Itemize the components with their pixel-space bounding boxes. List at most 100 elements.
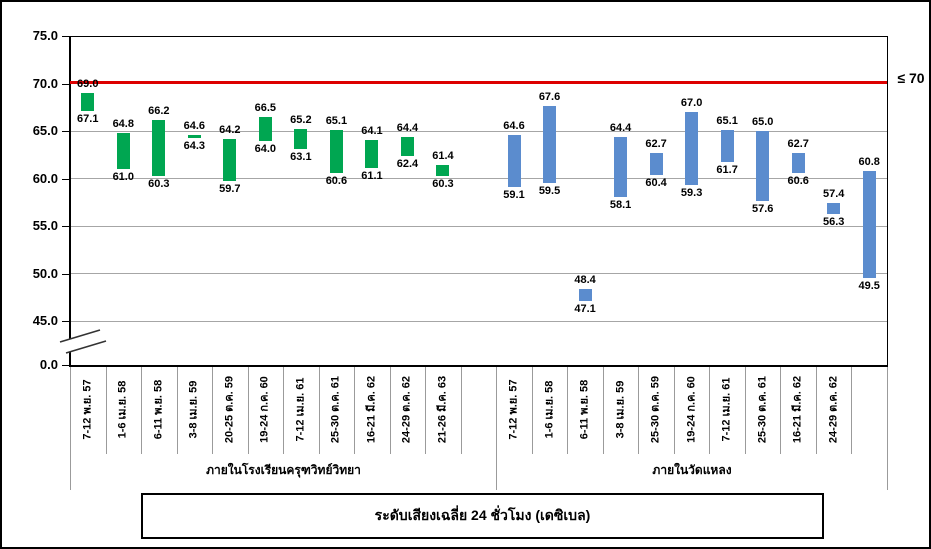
- x-axis-separator: [247, 367, 249, 454]
- bar-min-label: 59.3: [680, 187, 703, 200]
- group-separator: [496, 454, 498, 490]
- bar-max-label: 64.6: [183, 119, 206, 132]
- x-axis-date-label: 7-12 พ.ย. 57: [81, 379, 94, 440]
- plot-right-border: [887, 36, 888, 365]
- bar-min-label: 49.5: [858, 280, 880, 293]
- bar: [81, 93, 95, 112]
- x-axis-separator: [425, 367, 427, 454]
- x-axis-date-label: 3-8 เม.ย. 59: [187, 380, 200, 439]
- x-axis-separator: [212, 367, 214, 454]
- y-axis-tick: [62, 365, 70, 366]
- y-axis-label: 60.0: [32, 170, 58, 186]
- x-axis-separator: [354, 367, 356, 454]
- bar-max-label: 64.8: [112, 117, 134, 130]
- limit-threshold-label: ≤ 70: [897, 70, 925, 86]
- bar-max-label: 64.6: [503, 119, 525, 132]
- gridline: [70, 178, 887, 179]
- bar: [436, 165, 450, 176]
- bar-min-label: 60.6: [787, 174, 809, 187]
- y-axis-label: 65.0: [32, 123, 58, 138]
- chart-title: ระดับเสียงเฉลี่ย 24 ชั่วโมง (เดซิเบล): [374, 507, 591, 523]
- y-axis-tick: [62, 226, 70, 227]
- bar-max-label: 64.1: [361, 124, 383, 137]
- x-axis-separator: [780, 367, 782, 454]
- bar-max-label: 57.4: [822, 188, 845, 201]
- bar: [116, 132, 130, 169]
- bar-max-label: 61.4: [432, 150, 454, 163]
- bar-min-label: 64.0: [254, 142, 277, 155]
- bar-min-label: 59.5: [538, 185, 561, 198]
- bar: [578, 288, 592, 302]
- y-axis-tick: [62, 83, 70, 85]
- bar-max-label: 65.1: [716, 115, 738, 128]
- x-axis-separator: [389, 367, 391, 454]
- limit-line: [70, 80, 887, 84]
- bar-max-label: 62.7: [645, 137, 667, 150]
- bar-max-label: 65.2: [290, 114, 312, 127]
- bar: [649, 152, 663, 175]
- x-axis-date-label: 3-8 เม.ย. 59: [614, 380, 627, 439]
- x-axis-separator: [815, 367, 817, 454]
- y-axis-tick: [62, 321, 70, 322]
- x-axis-date-label: 25-30 ต.ค. 59: [649, 375, 662, 444]
- x-axis-date-label: 7-12 เม.ย. 61: [294, 377, 307, 442]
- bar-max-label: 66.2: [148, 104, 170, 117]
- bar: [791, 152, 805, 173]
- x-axis-date-label: 19-24 ก.ค. 60: [258, 376, 271, 443]
- x-axis-separator: [176, 367, 178, 454]
- bar-min-label: 62.4: [396, 157, 419, 170]
- x-axis-date-label: 6-11 พ.ย. 58: [578, 379, 591, 440]
- x-axis-separator: [283, 367, 285, 454]
- x-axis-separator: [851, 367, 853, 454]
- x-axis-date-label: 16-21 มี.ค. 62: [791, 375, 804, 444]
- x-axis-date-label: 24-29 ต.ค. 62: [400, 375, 413, 444]
- bar-max-label: 62.7: [787, 137, 809, 150]
- bar-max-label: 66.5: [254, 101, 277, 114]
- x-axis-separator: [70, 367, 71, 454]
- bar-min-label: 67.1: [77, 113, 99, 126]
- bar: [329, 130, 343, 173]
- plot-top-border: [70, 36, 887, 37]
- x-axis-separator: [460, 367, 462, 454]
- bar-min-label: 60.4: [645, 176, 667, 189]
- bar-min-label: 61.7: [716, 164, 738, 177]
- x-axis-separator: [105, 367, 107, 454]
- bar: [400, 136, 414, 156]
- bar: [223, 138, 237, 182]
- x-axis-date-label: 19-24 ก.ค. 60: [685, 376, 698, 443]
- x-axis-date-label: 1-6 เม.ย. 58: [116, 380, 129, 439]
- x-axis-date-label: 25-30 ต.ค. 61: [329, 375, 342, 444]
- bar: [365, 139, 379, 169]
- bar-max-label: 69.0: [77, 78, 99, 90]
- x-axis-date-label: 25-30 ต.ค. 61: [756, 375, 769, 444]
- y-axis-tick: [62, 36, 70, 37]
- bar: [258, 116, 272, 141]
- y-axis-label: 75.0: [32, 28, 58, 43]
- y-axis-label: 55.0: [32, 218, 58, 233]
- bar-min-label: 47.1: [574, 303, 596, 316]
- x-axis-separator: [602, 367, 604, 454]
- x-axis-separator: [887, 367, 888, 454]
- bar-max-label: 64.4: [396, 121, 419, 134]
- y-axis-label: 70.0: [32, 75, 58, 91]
- bar-max-label: 60.8: [858, 155, 880, 168]
- x-axis-date-label: 20-25 ต.ค. 59: [223, 375, 236, 444]
- bar: [756, 131, 770, 202]
- bar-min-label: 59.7: [219, 183, 241, 196]
- y-axis-tick: [62, 273, 70, 275]
- bar-min-label: 59.1: [503, 189, 525, 202]
- bar-min-label: 56.3: [822, 215, 845, 228]
- bar-min-label: 57.6: [751, 203, 774, 216]
- bar-min-label: 60.3: [432, 177, 454, 190]
- y-axis-label: 50.0: [32, 265, 58, 281]
- gridline: [70, 273, 887, 274]
- bar: [827, 203, 841, 214]
- bar: [187, 134, 201, 138]
- x-axis-line: [69, 365, 888, 367]
- y-axis-label: 45.0: [32, 313, 58, 328]
- x-axis-separator: [673, 367, 675, 454]
- x-axis-separator: [318, 367, 320, 454]
- bar: [507, 134, 521, 188]
- chart-title-box: ระดับเสียงเฉลี่ย 24 ชั่วโมง (เดซิเบล): [141, 493, 824, 539]
